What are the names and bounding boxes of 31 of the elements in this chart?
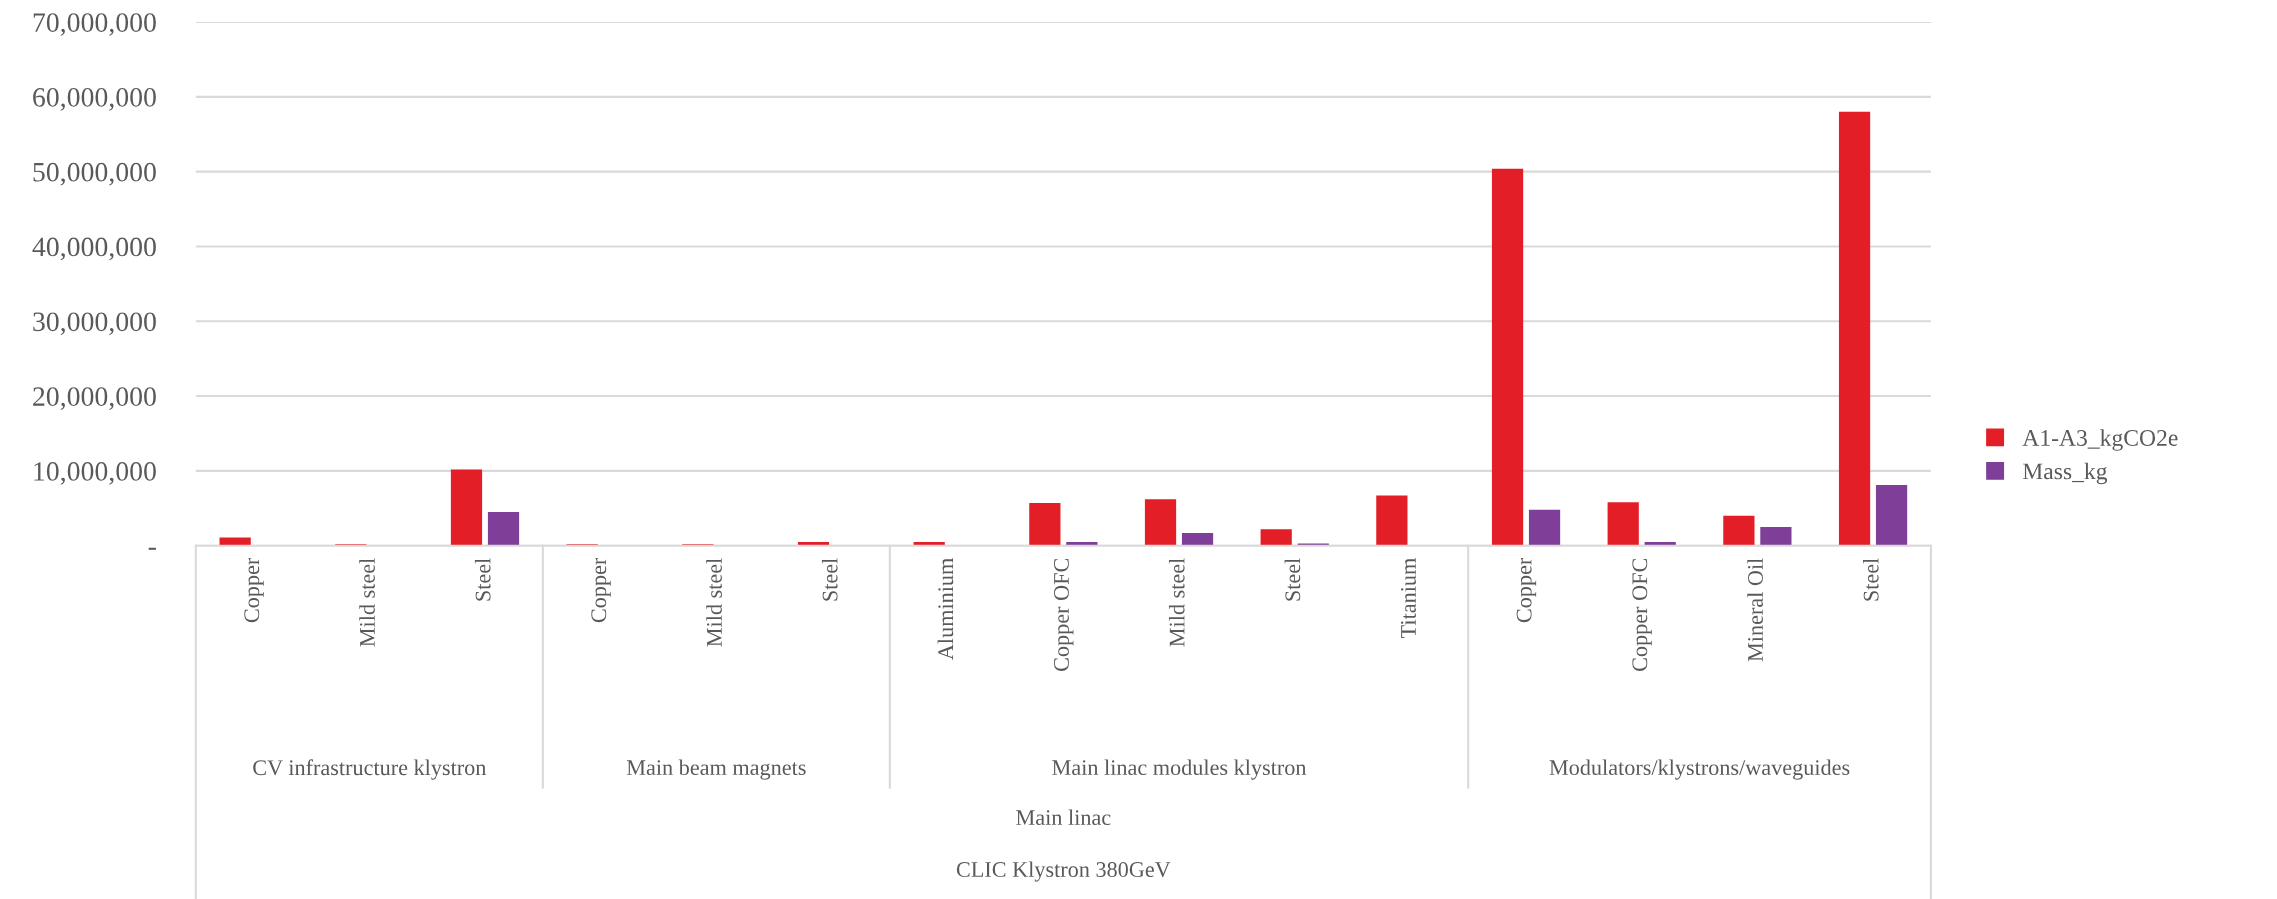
x-tick-label: Copper bbox=[591, 557, 611, 623]
y-tick-label: 30,000,000 bbox=[33, 312, 156, 336]
text: Modulators/klystrons/waveguides bbox=[1549, 759, 1850, 780]
x-tick-label: Steel bbox=[821, 558, 838, 601]
x-tick-label: Mild steel bbox=[706, 558, 722, 647]
x-tick-label: Copper OFC bbox=[1632, 558, 1652, 671]
y-tick-label: 10,000,000 bbox=[34, 462, 156, 485]
x-tick-label: Mild steel bbox=[1168, 558, 1185, 647]
x-tick-label: Steel bbox=[474, 558, 491, 601]
text: Main linac bbox=[1016, 809, 1111, 826]
x-tick-label: Mild steel bbox=[359, 558, 375, 647]
x-tick-label: Copper OFC bbox=[1053, 558, 1074, 671]
y-tick-label: 50,000,000 bbox=[33, 162, 156, 186]
x-tick-label: Titanium bbox=[1401, 558, 1416, 638]
text: CLIC Klystron 380GeV bbox=[956, 861, 1171, 882]
y-tick-label: - bbox=[148, 547, 156, 550]
legend-label: Mass_kg bbox=[2022, 462, 2108, 485]
x-tick-label: Aluminium bbox=[937, 558, 954, 660]
x-tick-label: Steel bbox=[1284, 558, 1301, 601]
x-tick-label: Copper bbox=[1516, 557, 1537, 623]
text: Main linac modules klystron bbox=[1052, 759, 1307, 780]
y-tick-label: 40,000,000 bbox=[32, 237, 156, 261]
y-tick-label: 60,000,000 bbox=[33, 88, 156, 111]
text: Main beam magnets bbox=[626, 759, 806, 780]
legend-label: A1-A3_kgCO2e bbox=[2022, 429, 2178, 451]
y-tick-label: 20,000,000 bbox=[33, 387, 156, 410]
x-tick-label: Copper bbox=[244, 557, 264, 623]
x-tick-label: Steel bbox=[1862, 558, 1879, 601]
text: CV infrastructure klystron bbox=[253, 759, 487, 780]
y-tick-label: 70,000,000 bbox=[33, 13, 156, 36]
x-tick-label: Mineral Oil bbox=[1747, 558, 1763, 662]
